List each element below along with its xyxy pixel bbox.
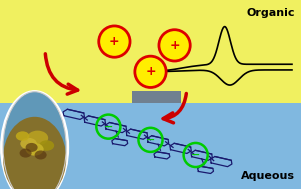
Ellipse shape xyxy=(159,30,190,61)
Ellipse shape xyxy=(1,91,68,189)
Ellipse shape xyxy=(99,26,130,57)
Ellipse shape xyxy=(3,117,66,189)
Bar xyxy=(0,91,301,103)
Text: −: − xyxy=(104,122,113,132)
Ellipse shape xyxy=(26,143,44,156)
Ellipse shape xyxy=(27,131,48,145)
Ellipse shape xyxy=(26,143,38,152)
Ellipse shape xyxy=(20,138,37,149)
Text: +: + xyxy=(145,65,156,78)
Text: Aqueous: Aqueous xyxy=(241,171,295,181)
Bar xyxy=(0,91,132,103)
Ellipse shape xyxy=(20,149,32,158)
Bar xyxy=(181,91,301,103)
Ellipse shape xyxy=(3,92,66,189)
Ellipse shape xyxy=(135,56,166,88)
Text: −: − xyxy=(191,150,200,160)
Ellipse shape xyxy=(35,150,47,160)
Text: +: + xyxy=(169,39,180,52)
Ellipse shape xyxy=(39,140,54,151)
Text: +: + xyxy=(109,35,120,48)
Ellipse shape xyxy=(16,131,29,141)
Text: Organic: Organic xyxy=(247,8,295,18)
Bar xyxy=(0,103,301,189)
Text: −: − xyxy=(146,135,155,145)
Bar xyxy=(0,0,301,91)
